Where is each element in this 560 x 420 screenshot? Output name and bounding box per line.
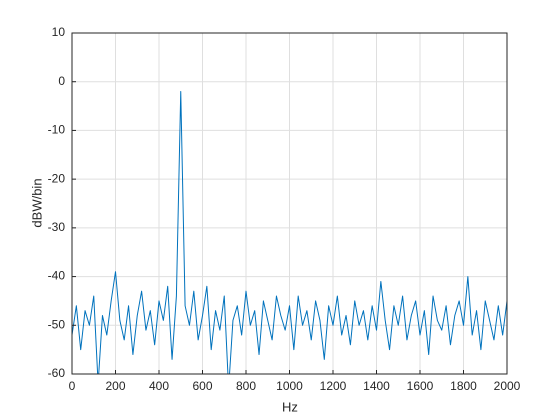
y-tick-label: 0 <box>58 74 65 88</box>
y-tick-label: -60 <box>48 366 66 380</box>
data-line <box>72 90 507 374</box>
x-tick-label: 2000 <box>494 379 521 393</box>
x-axis-label: Hz <box>282 399 298 414</box>
y-tick-label: -40 <box>48 269 66 283</box>
x-tick-label: 1000 <box>276 379 303 393</box>
x-tick-label: 1600 <box>407 379 434 393</box>
x-tick-label: 200 <box>105 379 125 393</box>
x-tick-label: 0 <box>69 379 76 393</box>
y-tick-label: -30 <box>48 220 66 234</box>
y-tick-label: -50 <box>48 317 66 331</box>
x-tick-label: 800 <box>236 379 256 393</box>
y-tick-label: -10 <box>48 123 66 137</box>
y-tick-label: -20 <box>48 171 66 185</box>
x-tick-label: 400 <box>149 379 169 393</box>
y-axis-label: dBW/bin <box>29 178 44 227</box>
x-tick-label: 600 <box>192 379 212 393</box>
x-tick-label: 1200 <box>320 379 347 393</box>
y-tick-label: 10 <box>52 25 66 39</box>
x-tick-label: 1800 <box>450 379 477 393</box>
x-tick-label: 1400 <box>363 379 390 393</box>
